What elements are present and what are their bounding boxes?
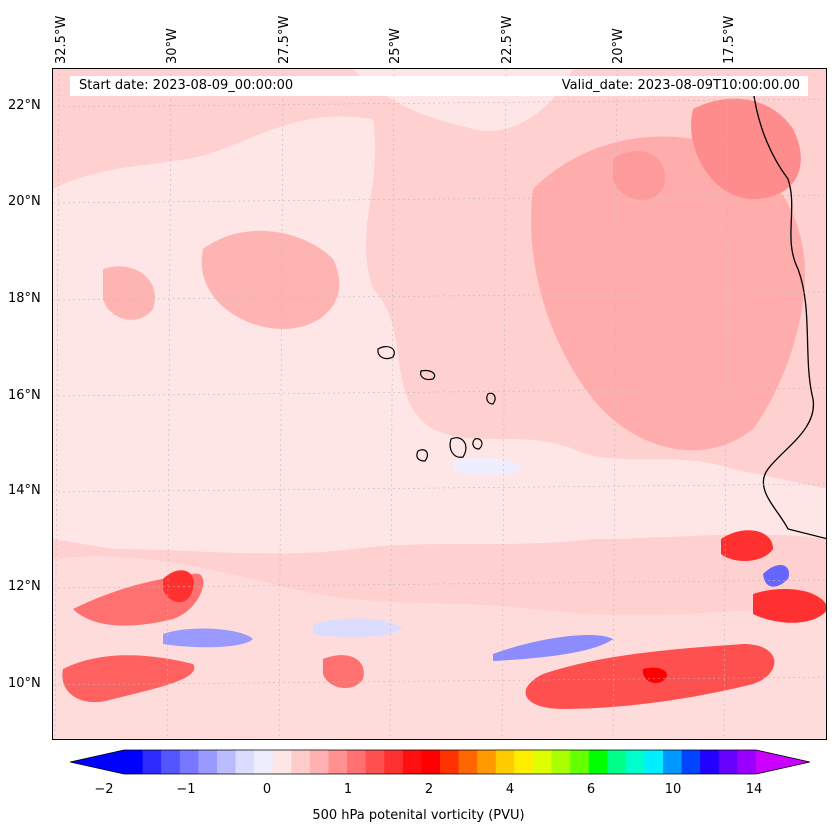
latitude-label: 18°N xyxy=(8,291,41,306)
colorbar-segment xyxy=(328,750,348,774)
colorbar-tick-label: 1 xyxy=(343,782,353,797)
high-pv-region xyxy=(721,530,773,561)
colorbar-segment xyxy=(421,750,441,774)
colorbar-segment xyxy=(718,750,738,774)
colorbar-outline xyxy=(70,749,810,775)
longitude-label: 30°W xyxy=(165,28,180,64)
colorbar-segment xyxy=(235,750,255,774)
longitude-label: 22.5°W xyxy=(500,15,515,64)
colorbar-segment xyxy=(254,750,274,774)
colorbar-tick-label: 2 xyxy=(424,782,434,797)
island-outline xyxy=(416,449,429,462)
colorbar-segment xyxy=(272,750,292,774)
colorbar xyxy=(70,749,810,775)
high-pv-region xyxy=(753,589,826,623)
colorbar-tick-label: −1 xyxy=(176,782,196,797)
colorbar-segment xyxy=(477,750,497,774)
island-outline xyxy=(420,369,436,381)
moderate-pv-region xyxy=(613,150,665,200)
colorbar-segment xyxy=(384,750,404,774)
pv-field-map xyxy=(53,69,826,739)
colorbar-label: 500 hPa potenital vorticity (PVU) xyxy=(312,808,525,823)
negative-pv-streak xyxy=(763,564,789,587)
colorbar-tick-label: 0 xyxy=(262,782,272,797)
latitude-label: 22°N xyxy=(8,98,41,113)
negative-pv-streak xyxy=(163,628,253,648)
colorbar-segment xyxy=(700,750,720,774)
colorbar-segment xyxy=(588,750,608,774)
colorbar-segment xyxy=(663,750,683,774)
high-pv-region xyxy=(163,570,194,603)
latitude-label: 14°N xyxy=(8,483,41,498)
colorbar-tick-label: 4 xyxy=(505,782,515,797)
colorbar-segment xyxy=(607,750,627,774)
moderate-pv-region xyxy=(201,230,340,329)
negative-pv-streak xyxy=(313,618,403,638)
island-outline xyxy=(472,438,483,450)
colorbar-segment xyxy=(458,750,478,774)
island-outline xyxy=(377,345,395,360)
colorbar-segment xyxy=(216,750,237,774)
longitude-label: 17.5°W xyxy=(722,15,737,64)
colorbar-segment xyxy=(495,750,515,774)
date-header: Start date: 2023-08-09_00:00:00 Valid_da… xyxy=(70,76,808,96)
coastline xyxy=(752,88,826,540)
colorbar-segment xyxy=(737,750,757,774)
colorbar-segment xyxy=(347,750,367,774)
latitude-label: 12°N xyxy=(8,579,41,594)
colorbar-segment xyxy=(179,750,199,774)
colorbar-tick-label: 6 xyxy=(586,782,596,797)
colorbar-segment xyxy=(644,750,664,774)
colorbar-extend-max xyxy=(756,750,810,774)
low-pv-region xyxy=(53,116,826,554)
moderate-pv-region xyxy=(691,98,801,199)
map-panel[interactable] xyxy=(52,68,827,740)
colorbar-segment xyxy=(309,750,329,774)
latitude-label: 20°N xyxy=(8,194,41,209)
longitude-label: 32.5°W xyxy=(54,15,69,64)
island-outline xyxy=(486,392,496,405)
colorbar-segment xyxy=(514,750,534,774)
valid-date-text: Valid_date: 2023-08-09T10:00:00.00 xyxy=(561,78,800,93)
colorbar-segment xyxy=(625,750,645,774)
moderate-pv-region xyxy=(103,266,155,320)
latitude-label: 10°N xyxy=(8,676,41,691)
colorbar-segment xyxy=(124,750,144,774)
longitude-label: 25°W xyxy=(388,28,403,64)
colorbar-segment xyxy=(681,750,701,774)
colorbar-tick-label: 10 xyxy=(664,782,682,797)
island-outline xyxy=(449,437,467,458)
colorbar-segment xyxy=(291,750,311,774)
high-pv-region xyxy=(323,655,364,689)
latitude-label: 16°N xyxy=(8,388,41,403)
colorbar-segment xyxy=(440,750,460,774)
negative-pv-streak xyxy=(493,634,613,661)
colorbar-segment xyxy=(161,750,181,774)
graticule xyxy=(53,69,826,739)
high-pv-region xyxy=(62,655,195,703)
colorbar-tick-label: −2 xyxy=(94,782,114,797)
longitude-label: 20°W xyxy=(611,28,626,64)
colorbar-tick-label: 14 xyxy=(745,782,763,797)
high-pv-region xyxy=(642,667,667,684)
colorbar-segment xyxy=(142,750,162,774)
negative-pv-streak xyxy=(453,457,523,476)
colorbar-segment xyxy=(365,750,385,774)
longitude-label: 27.5°W xyxy=(277,15,292,64)
colorbar-segment xyxy=(570,750,590,774)
colorbar-segment xyxy=(532,750,553,774)
start-date-text: Start date: 2023-08-09_00:00:00 xyxy=(79,78,294,93)
colorbar-segment xyxy=(198,750,218,774)
colorbar-extend-min xyxy=(70,750,124,774)
colorbar-segment xyxy=(402,750,422,774)
colorbar-segment xyxy=(551,750,571,774)
